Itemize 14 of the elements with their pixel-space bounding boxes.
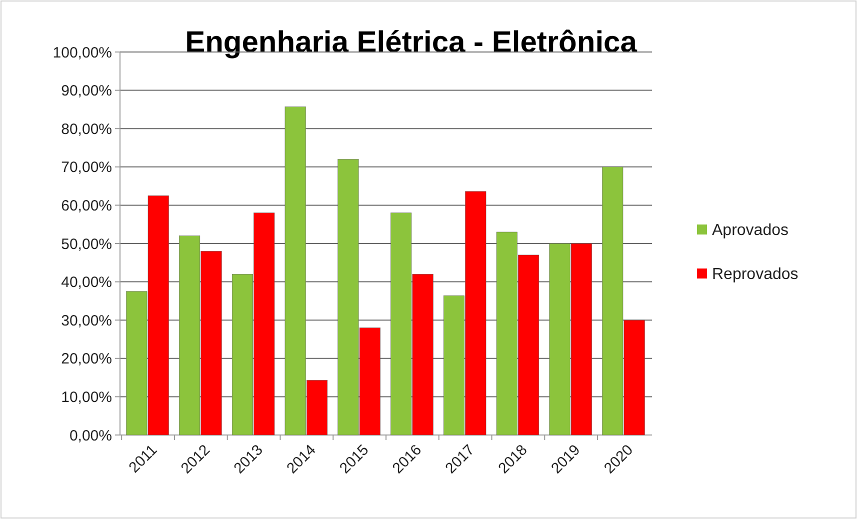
- y-tick-label: 100,00%: [52, 44, 112, 62]
- y-tick-label: 0,00%: [69, 427, 112, 444]
- y-tick-label: 20,00%: [61, 350, 112, 368]
- y-tick-label: 60,00%: [61, 197, 112, 214]
- y-tick-label: 50,00%: [61, 236, 112, 253]
- y-tick-label: 70,00%: [61, 159, 112, 176]
- legend-label: Aprovados: [712, 222, 788, 240]
- y-tick-label: 80,00%: [61, 120, 112, 138]
- y-tick-label: 10,00%: [61, 388, 112, 406]
- y-tick-label: 40,00%: [61, 274, 112, 292]
- y-tick-label: 90,00%: [61, 82, 112, 100]
- chart-title: Engenharia Elétrica - Eletrônica: [185, 26, 638, 59]
- y-tick-label: 30,00%: [61, 312, 112, 330]
- legend-label: Reprovados: [712, 266, 798, 284]
